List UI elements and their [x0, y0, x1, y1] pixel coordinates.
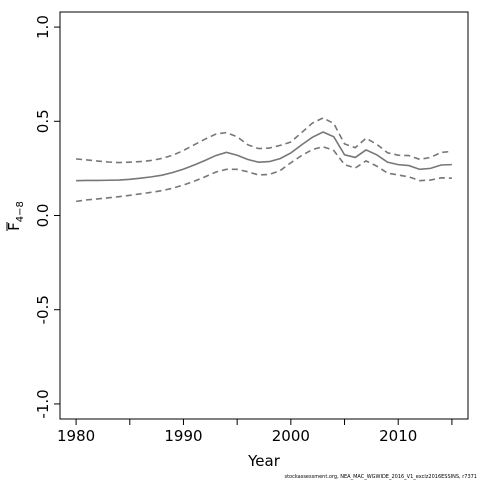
footnote: stockassessment.org, NEA_MAC_WGWIDE_2016… [284, 474, 477, 480]
y-tick-label: -0.5 [34, 295, 52, 324]
x-tick-label: 1990 [164, 427, 202, 445]
upper-ci-line [76, 117, 452, 164]
estimate-line [76, 131, 452, 182]
series-group [75, 117, 452, 203]
x-axis: 1980 1990 2000 2010 [57, 419, 453, 445]
x-tick-label: 2010 [379, 427, 417, 445]
y-tick-label: 0.5 [34, 109, 52, 133]
y-axis-label-subscript: 4−8 [15, 201, 26, 222]
x-tick-label: 1980 [57, 427, 95, 445]
x-tick-label: 2000 [272, 427, 310, 445]
svg-text:F4−8: F4−8 [5, 201, 26, 231]
y-tick-label: 0.0 [34, 204, 52, 228]
y-axis: -1.0 -0.5 0.0 0.5 1.0 [34, 15, 60, 419]
y-tick-label: 1.0 [34, 15, 52, 39]
x-axis-label: Year [247, 452, 281, 470]
y-axis-label-main: F [5, 222, 23, 231]
plot-frame [59, 11, 469, 420]
y-tick-label: -1.0 [34, 389, 52, 418]
y-axis-label: F4−8 [5, 201, 26, 231]
lower-ci-line [75, 145, 452, 203]
